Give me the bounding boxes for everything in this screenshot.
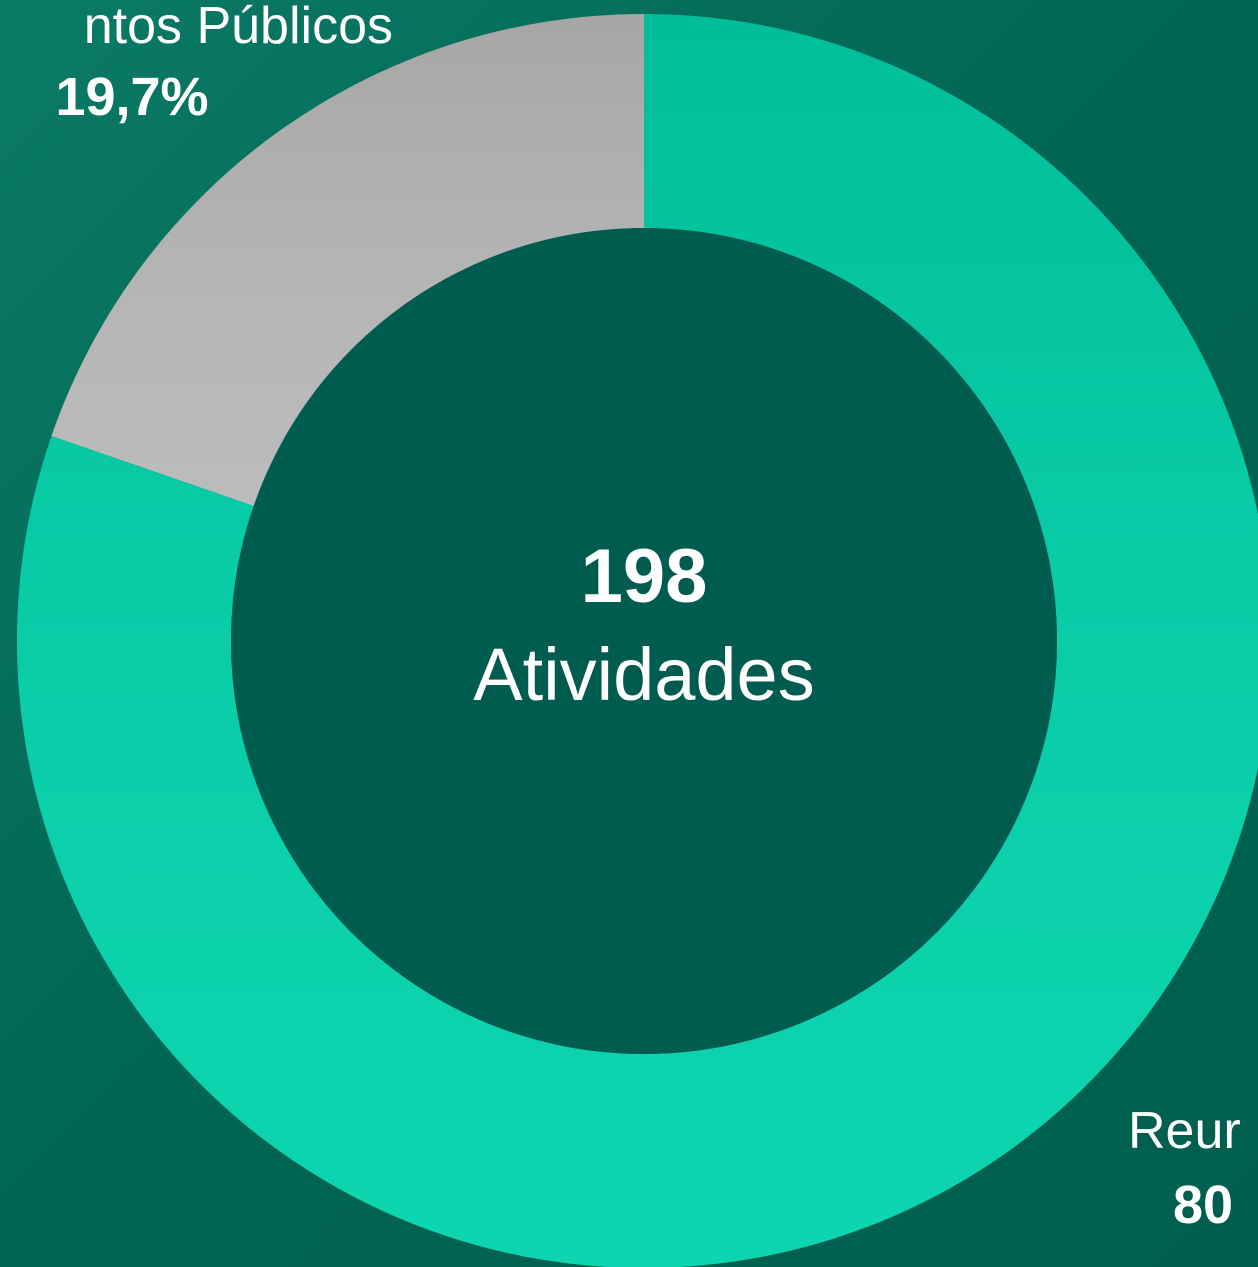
slice-value-label: 80 bbox=[1173, 1175, 1233, 1235]
slice-name: Reur bbox=[1128, 1102, 1241, 1160]
center-value: 198 bbox=[581, 534, 708, 619]
slice-shade bbox=[51, 14, 645, 506]
labels: ntos Públicos 19,7% Reur 80 bbox=[55, 0, 1240, 1235]
donut-hole bbox=[231, 228, 1057, 1054]
slice-shade bbox=[17, 14, 1258, 1267]
slice-name: ntos Públicos bbox=[84, 0, 393, 55]
center-label: Atividades bbox=[473, 633, 814, 716]
slices bbox=[17, 14, 1258, 1267]
slice-value-label: 19,7% bbox=[55, 67, 208, 127]
